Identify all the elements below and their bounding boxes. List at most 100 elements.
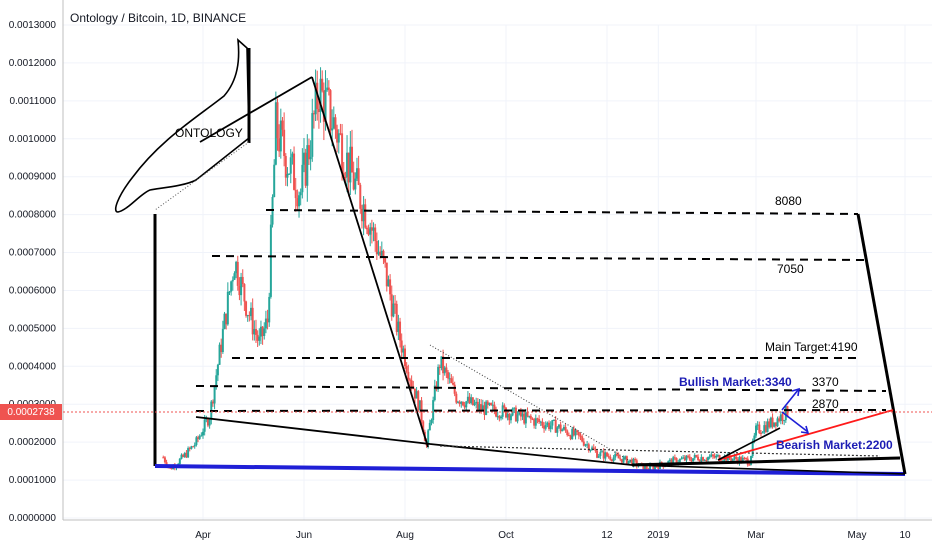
candle-body: [248, 315, 251, 317]
candle-body: [703, 459, 706, 461]
candle-body: [438, 366, 441, 368]
candle-body: [584, 444, 587, 446]
candle-body: [763, 425, 766, 433]
candle-body: [302, 152, 305, 165]
candle-body: [359, 184, 362, 209]
candle-body: [465, 401, 468, 408]
candle-body: [476, 401, 479, 410]
candle-body: [250, 307, 253, 317]
candle-body: [283, 129, 286, 157]
candle-body: [692, 458, 695, 462]
bottom-base-line: [631, 456, 901, 467]
candle-body: [372, 227, 375, 231]
candle-body: [443, 367, 446, 374]
target-8080-label: 8080: [775, 194, 802, 208]
blue-support-line: [154, 464, 906, 476]
y-tick-label: 0.0005000: [9, 323, 57, 334]
candle-body: [241, 276, 244, 285]
level-3370-line: [195, 385, 887, 392]
candle-body: [605, 452, 608, 457]
right-base-line: [631, 464, 906, 475]
candle-body: [190, 446, 193, 449]
candle-body: [524, 412, 527, 424]
candle-body: [657, 466, 660, 469]
candle-body: [500, 416, 503, 419]
candle-body: [261, 326, 264, 336]
candle-body: [617, 455, 620, 459]
x-tick-label: May: [848, 530, 867, 541]
candle-body: [268, 296, 271, 323]
candle-body: [327, 87, 330, 91]
candle-body: [768, 421, 771, 428]
candle-body: [324, 89, 327, 122]
candle-body: [256, 334, 259, 341]
candle-body: [673, 457, 676, 459]
candle-body: [528, 415, 531, 417]
candle-body: [513, 407, 516, 409]
recent-rise-line: [717, 427, 781, 461]
candle-body: [360, 208, 363, 222]
candle-body: [400, 340, 403, 353]
candle-body: [561, 429, 564, 432]
candle-body: [183, 453, 186, 457]
candle-body: [486, 401, 489, 405]
y-tick-label: 0.0000000: [9, 513, 57, 524]
candle-body: [607, 456, 610, 458]
candle-body: [437, 366, 440, 390]
candle-body: [178, 458, 181, 465]
candle-body: [296, 198, 299, 207]
candle-body: [776, 418, 779, 427]
candle-body: [447, 372, 450, 379]
candle-body: [745, 457, 748, 459]
candle-body: [698, 460, 701, 462]
candle-body: [786, 406, 789, 417]
candle-body: [377, 251, 380, 255]
candle-body: [339, 133, 342, 135]
candle-body: [369, 227, 372, 235]
candle-body: [442, 356, 445, 374]
candle-body: [253, 328, 256, 335]
x-tick-label: Apr: [195, 530, 211, 541]
candle-body: [453, 384, 456, 394]
candle-body: [733, 456, 736, 459]
candle-body: [218, 344, 221, 365]
candle-body: [541, 421, 544, 426]
candle-body: [286, 173, 289, 178]
candle-body: [553, 419, 556, 421]
candle-body: [642, 463, 645, 470]
candle-body: [349, 146, 352, 183]
candle-body: [180, 454, 183, 459]
candle-body: [319, 78, 322, 113]
candle-body: [630, 459, 633, 466]
candle-body: [410, 380, 413, 387]
ontology-dotted-guide: [154, 141, 250, 211]
current-price-tag: [0, 404, 62, 420]
candle-body: [697, 456, 700, 461]
candle-body: [635, 460, 638, 467]
candle-body: [281, 120, 284, 130]
candle-body: [627, 460, 630, 464]
candle-body: [206, 418, 209, 426]
candle-body: [254, 328, 257, 335]
candle-body: [678, 459, 681, 463]
candle-body: [399, 321, 402, 341]
candle-body: [485, 401, 488, 415]
candle-body: [284, 156, 287, 178]
candle-body: [682, 457, 685, 459]
candle-body: [470, 397, 473, 404]
candle-body: [769, 417, 772, 428]
candle-body: [192, 446, 195, 448]
candle-body: [264, 318, 267, 329]
candle-body: [695, 455, 698, 457]
candle-body: [211, 401, 214, 404]
candle-body: [246, 315, 249, 317]
candle-body: [587, 444, 590, 451]
candle-body: [188, 448, 191, 450]
candle-body: [508, 413, 511, 421]
candle-body: [314, 82, 317, 115]
candle-body: [589, 449, 592, 451]
candle-body: [355, 168, 358, 179]
candle-body: [352, 172, 355, 190]
candle-body: [690, 459, 693, 462]
